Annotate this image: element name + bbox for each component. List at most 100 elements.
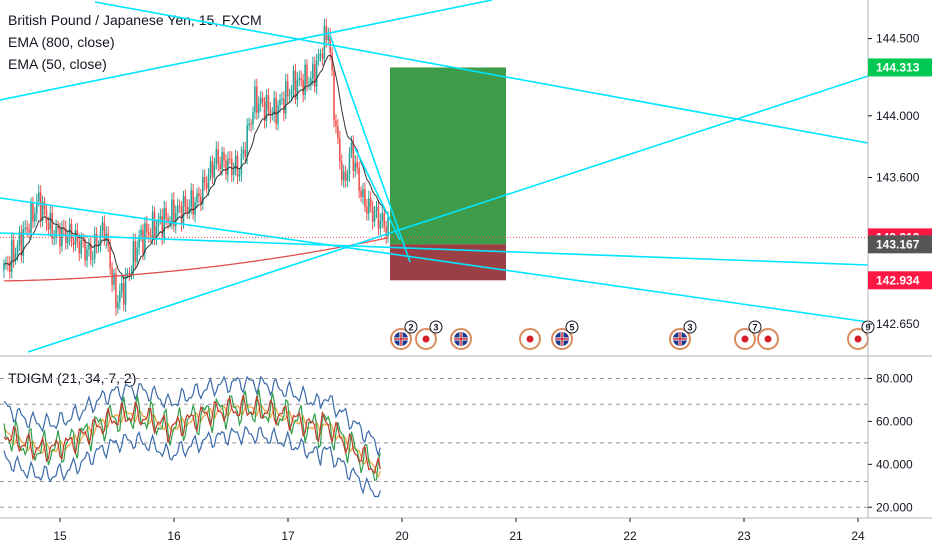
candle-body[interactable] [188, 207, 191, 213]
candle-body[interactable] [379, 220, 382, 229]
candle-body[interactable] [333, 69, 335, 121]
candle-body[interactable] [99, 230, 102, 246]
candle-body[interactable] [113, 273, 115, 285]
candle-body[interactable] [198, 193, 200, 197]
candle-body[interactable] [72, 242, 75, 245]
candle-body[interactable] [373, 210, 376, 222]
candle-body[interactable] [242, 149, 245, 154]
candle-body[interactable] [217, 149, 220, 164]
candle-body[interactable] [377, 206, 380, 229]
candle-body[interactable] [331, 52, 333, 70]
candle-body[interactable] [254, 86, 256, 113]
candle-body[interactable] [263, 101, 266, 122]
candle-body[interactable] [34, 213, 36, 222]
candle-body[interactable] [257, 103, 260, 113]
profit-zone[interactable] [390, 67, 506, 245]
candle-body[interactable] [43, 202, 46, 210]
event-flag[interactable] [519, 328, 541, 350]
candle-body[interactable] [91, 258, 94, 260]
indicator-pane[interactable] [0, 375, 868, 508]
candle-body[interactable] [286, 81, 289, 97]
candle-body[interactable] [101, 222, 104, 231]
candle-body[interactable] [140, 229, 142, 236]
candle-body[interactable] [119, 291, 121, 303]
candle-body[interactable] [78, 241, 81, 254]
candle-body[interactable] [190, 190, 193, 208]
candle-body[interactable] [290, 90, 293, 96]
candle-body[interactable] [339, 138, 341, 162]
candle-body[interactable] [223, 152, 225, 161]
candle-body[interactable] [337, 126, 339, 139]
candle-body[interactable] [161, 216, 164, 238]
candle-body[interactable] [20, 231, 23, 256]
candle-body[interactable] [49, 212, 52, 230]
candle-body[interactable] [57, 225, 59, 229]
candle-body[interactable] [151, 211, 154, 238]
candle-body[interactable] [45, 209, 48, 224]
candle-body[interactable] [22, 228, 25, 256]
candle-body[interactable] [109, 245, 111, 268]
ema-50-line[interactable] [3, 54, 389, 280]
candle-body[interactable] [30, 202, 32, 233]
candle-body[interactable] [39, 192, 42, 221]
candle-body[interactable] [149, 235, 152, 238]
tdi-signal-line[interactable] [3, 394, 381, 475]
candle-body[interactable] [340, 161, 343, 181]
candle-body[interactable] [132, 241, 135, 273]
price-tag[interactable]: 143.167 [868, 235, 932, 254]
candle-body[interactable] [66, 237, 69, 243]
candle-body[interactable] [346, 174, 349, 181]
candle-body[interactable] [146, 223, 148, 232]
candle-body[interactable] [103, 222, 106, 242]
candle-body[interactable] [115, 273, 117, 309]
candle-body[interactable] [97, 245, 100, 247]
trendline-3[interactable] [0, 232, 869, 266]
candle-body[interactable] [70, 224, 73, 243]
candle-body[interactable] [306, 64, 308, 84]
candle-body[interactable] [317, 54, 320, 61]
candle-body[interactable] [200, 196, 202, 205]
candle-body[interactable] [238, 174, 241, 177]
candle-body[interactable] [354, 162, 357, 171]
candle-body[interactable] [201, 176, 204, 205]
candle-body[interactable] [213, 164, 216, 178]
candle-body[interactable] [294, 70, 297, 100]
candle-body[interactable] [55, 225, 57, 238]
candle-body[interactable] [319, 53, 322, 55]
candle-body[interactable] [256, 86, 258, 113]
candle-body[interactable] [182, 196, 185, 224]
candle-body[interactable] [371, 206, 374, 222]
candle-body[interactable] [358, 167, 360, 191]
candle-body[interactable] [335, 120, 337, 127]
candle-body[interactable] [192, 190, 194, 215]
candle-body[interactable] [232, 169, 235, 175]
candle-body[interactable] [157, 219, 160, 227]
candle-body[interactable] [41, 202, 44, 221]
candle-body[interactable] [283, 98, 285, 114]
candle-body[interactable] [28, 229, 30, 233]
candle-body[interactable] [82, 239, 84, 241]
event-flag[interactable] [757, 328, 779, 350]
candle-body[interactable] [240, 153, 243, 175]
candle-body[interactable] [259, 97, 262, 104]
trendline-1[interactable] [0, 0, 493, 101]
candle-body[interactable] [207, 173, 210, 189]
candle-body[interactable] [225, 160, 227, 175]
tdi-rsi-line[interactable] [3, 389, 381, 481]
candle-body[interactable] [362, 189, 364, 197]
candle-body[interactable] [205, 182, 208, 189]
candle-body[interactable] [292, 70, 295, 91]
candle-body[interactable] [126, 273, 129, 275]
candle-body[interactable] [93, 233, 96, 259]
candle-body[interactable] [369, 198, 372, 207]
candle-body[interactable] [265, 95, 268, 122]
candle-body[interactable] [211, 161, 214, 178]
candle-body[interactable] [366, 206, 368, 214]
event-flag[interactable]: 3 [669, 320, 697, 350]
event-flag[interactable] [450, 328, 472, 350]
candle-body[interactable] [90, 244, 92, 260]
candle-body[interactable] [250, 123, 252, 125]
candle-body[interactable] [277, 105, 279, 124]
candle-body[interactable] [246, 125, 248, 157]
symbol-title[interactable]: British Pound / Japanese Yen, 15, FXCM [8, 12, 262, 28]
